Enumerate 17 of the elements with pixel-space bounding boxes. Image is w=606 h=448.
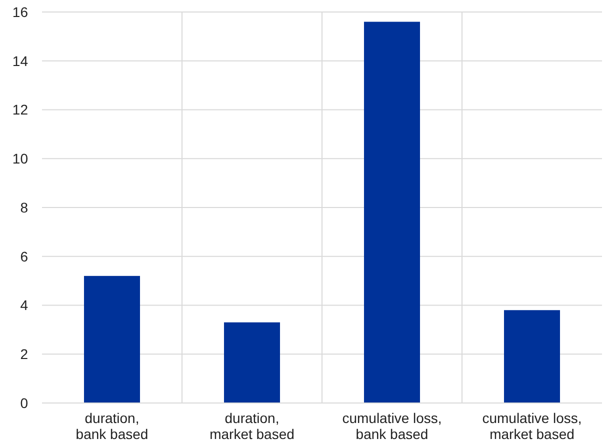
bar — [84, 276, 140, 403]
bar — [364, 22, 420, 403]
y-tick-label: 2 — [20, 346, 28, 362]
x-tick-label: duration, market based — [210, 410, 294, 442]
y-tick-label: 14 — [12, 52, 28, 69]
bar — [504, 310, 560, 403]
x-tick-label: duration, bank based — [76, 410, 148, 442]
y-tick-label: 8 — [20, 199, 28, 216]
y-tick-label: 10 — [12, 150, 28, 167]
y-tick-label: 0 — [20, 394, 28, 411]
x-tick-label: cumulative loss, market based — [482, 410, 582, 442]
bar — [224, 322, 280, 403]
y-tick-label: 6 — [20, 248, 28, 264]
y-tick-label: 12 — [12, 102, 28, 118]
y-tick-label: 4 — [20, 297, 28, 314]
x-tick-label: cumulative loss, bank based — [342, 410, 442, 442]
y-tick-label: 16 — [12, 4, 28, 20]
